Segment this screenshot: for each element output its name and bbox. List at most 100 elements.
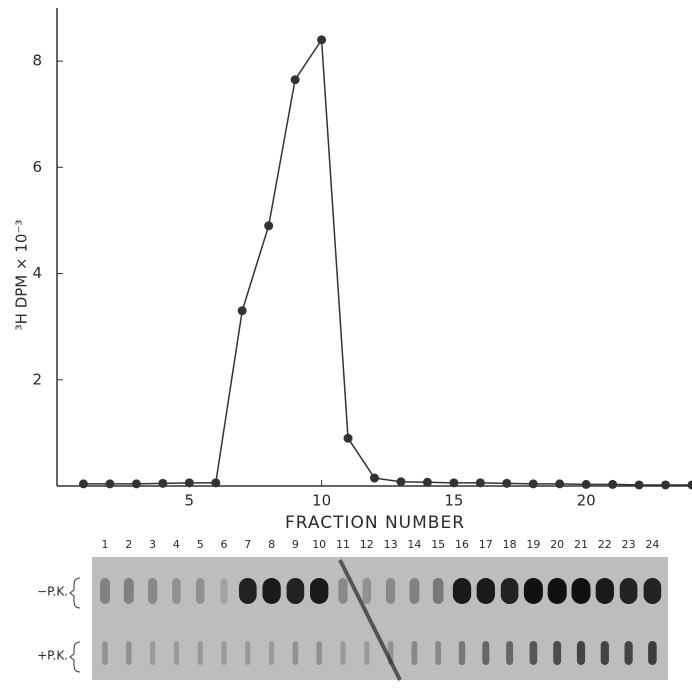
data-point	[529, 479, 538, 488]
lane-label: 12	[360, 538, 374, 551]
x-axis-label: FRACTION NUMBER	[285, 513, 465, 533]
y-tick-label: 2	[32, 370, 42, 388]
gel-band	[316, 641, 322, 665]
brace	[70, 578, 80, 608]
lane-label: 11	[336, 538, 350, 551]
data-point	[582, 480, 591, 489]
lane-label: 2	[125, 538, 132, 551]
lane-label: 8	[268, 538, 275, 551]
gel-band	[506, 641, 513, 665]
gel-band	[386, 578, 395, 604]
gel-band	[220, 578, 227, 604]
data-point	[661, 480, 670, 489]
lane-label: 1	[102, 538, 109, 551]
gel-band	[172, 578, 181, 604]
gel-band	[459, 641, 465, 665]
data-point	[79, 479, 88, 488]
gel-band	[126, 641, 132, 665]
gel-band	[102, 641, 108, 665]
gel-band	[435, 641, 441, 665]
gel-band	[150, 641, 155, 665]
data-point	[476, 478, 485, 487]
data-point	[688, 480, 692, 489]
series-line	[83, 40, 692, 485]
x-tick-label: 20	[577, 492, 596, 510]
data-point	[317, 35, 326, 44]
data-point	[185, 478, 194, 487]
lane-label: 9	[292, 538, 299, 551]
gel-band	[524, 578, 543, 604]
gel-band	[601, 641, 609, 665]
lane-label: 21	[574, 538, 588, 551]
data-point	[502, 479, 511, 488]
gel-band	[148, 578, 157, 604]
gel-band	[174, 641, 179, 665]
data-point	[211, 478, 220, 487]
data-point	[105, 479, 114, 488]
gel-band	[196, 578, 205, 604]
gel-band	[412, 641, 418, 665]
data-point	[132, 479, 141, 488]
gel-band	[293, 641, 299, 665]
gel-band	[620, 578, 638, 604]
data-point	[370, 474, 379, 483]
x-tick-label: 5	[185, 492, 195, 510]
data-point	[158, 479, 167, 488]
gel-band	[501, 578, 519, 604]
data-point	[608, 480, 617, 489]
row-label: +P.K.	[37, 649, 68, 663]
gel-band	[310, 578, 328, 604]
gel-band	[245, 641, 250, 665]
data-point	[238, 306, 247, 315]
gel-band	[572, 578, 591, 604]
gel-band	[340, 641, 345, 665]
data-point	[555, 479, 564, 488]
y-axis-label: ³H DPM × 10⁻³	[13, 220, 31, 331]
x-tick-label: 10	[312, 492, 331, 510]
lane-label: 13	[384, 538, 398, 551]
gel-band	[548, 578, 567, 604]
y-tick-label: 4	[32, 264, 42, 282]
data-point	[264, 221, 273, 230]
lane-label: 10	[312, 538, 326, 551]
gel-band	[625, 641, 633, 665]
lane-label: 23	[622, 538, 636, 551]
gel-band	[221, 641, 226, 665]
gel-band	[287, 578, 305, 604]
lane-label: 6	[221, 538, 228, 551]
lane-label: 15	[431, 538, 445, 551]
figure: ³H DPM × 10⁻³ FRACTION NUMBER −P.K. +P.K…	[0, 0, 692, 689]
gel-band	[363, 578, 372, 604]
lane-label: 7	[244, 538, 251, 551]
lane-label: 24	[645, 538, 659, 551]
gel-band	[269, 641, 274, 665]
lane-label: 14	[407, 538, 421, 551]
gel-band	[364, 641, 369, 665]
gel-band	[124, 578, 134, 604]
row-label: −P.K.	[37, 585, 68, 599]
y-tick-label: 6	[32, 158, 42, 176]
gel-band	[596, 578, 614, 604]
lane-label: 20	[550, 538, 564, 551]
gel-band	[198, 641, 203, 665]
data-point	[635, 480, 644, 489]
gel-band	[409, 578, 419, 604]
gel-band	[553, 641, 561, 665]
data-point	[291, 75, 300, 84]
gel-band	[338, 578, 347, 604]
gel-band	[100, 578, 110, 604]
lane-label: 19	[526, 538, 540, 551]
lane-label: 5	[197, 538, 204, 551]
gel-band	[482, 641, 489, 665]
gel-band	[388, 641, 394, 665]
lane-label: 17	[479, 538, 493, 551]
gel-band	[239, 578, 257, 604]
y-tick-label: 8	[32, 52, 42, 70]
lane-label: 4	[173, 538, 180, 551]
data-point	[396, 477, 405, 486]
gel-band	[262, 578, 280, 604]
lane-label: 22	[598, 538, 612, 551]
gel-band	[577, 641, 585, 665]
gel-band	[477, 578, 495, 604]
lane-label: 16	[455, 538, 469, 551]
